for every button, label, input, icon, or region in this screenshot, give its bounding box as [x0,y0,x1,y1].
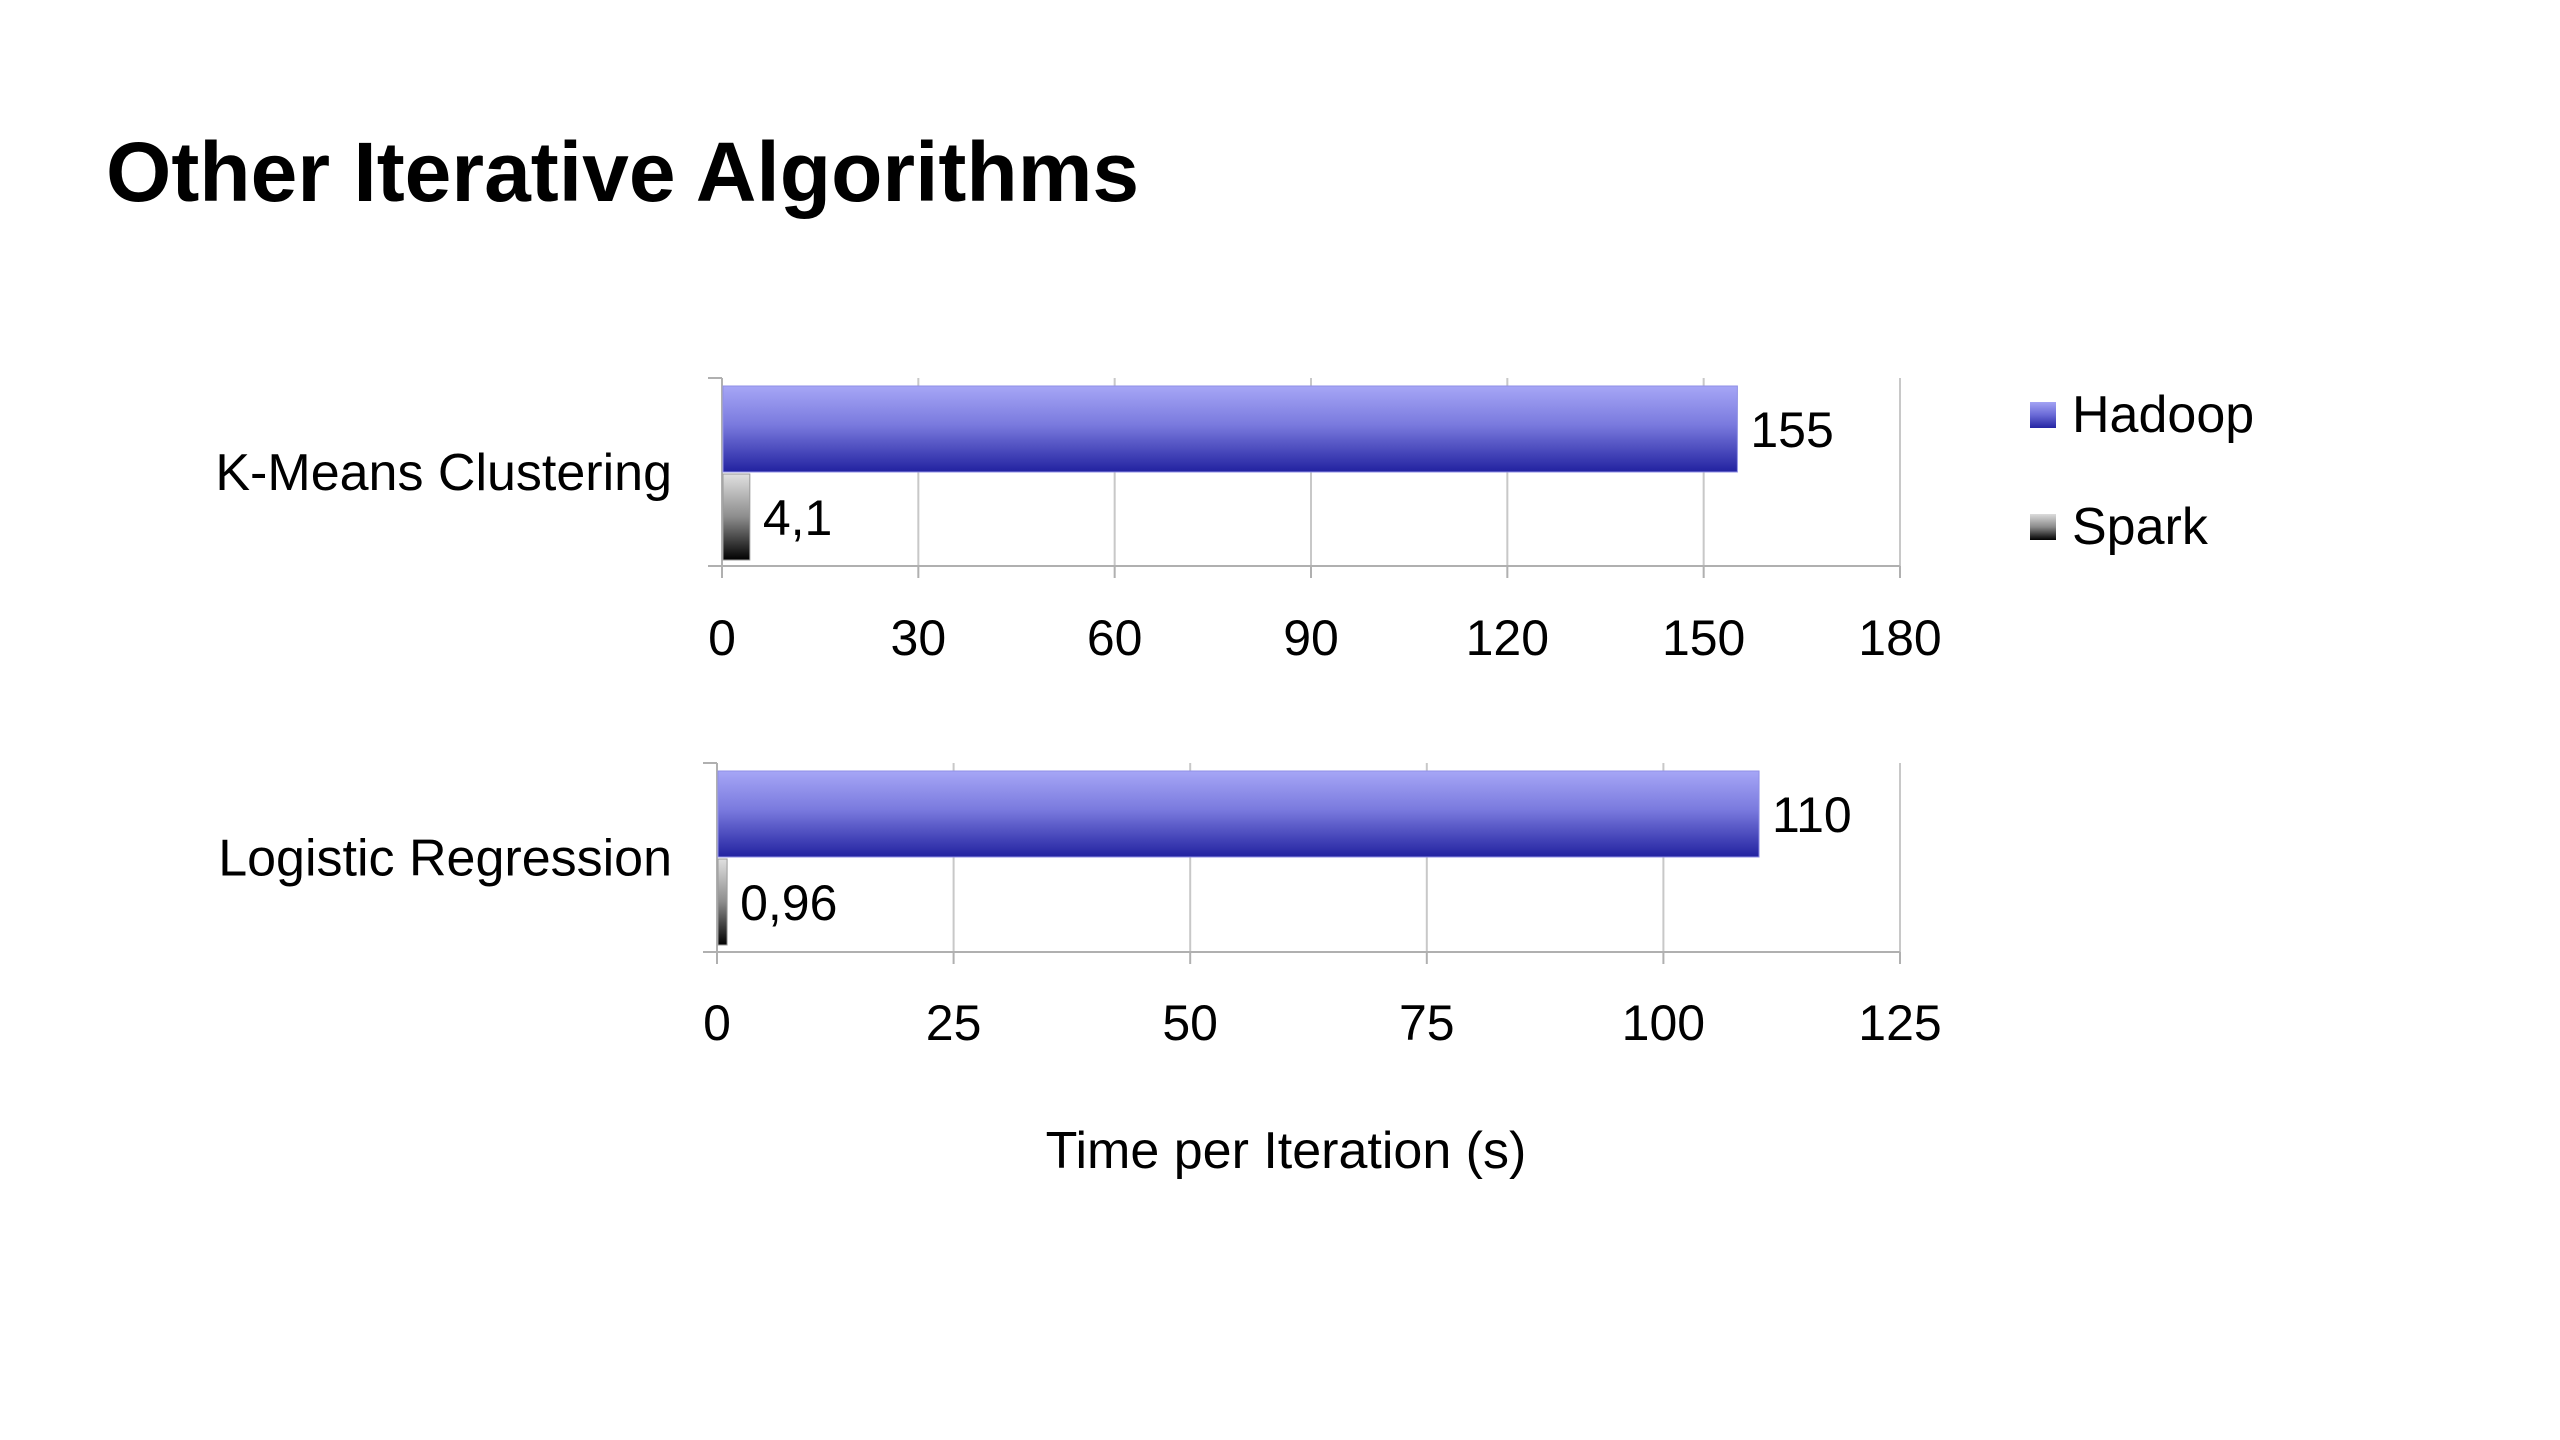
tick-label-1-0: 0 [703,995,731,1051]
tick-label-1-4: 100 [1622,995,1705,1051]
x-axis-title: Time per Iteration (s) [1046,1122,1527,1180]
bar-hadoop-0 [722,385,1738,473]
tick-label-0-2: 60 [1087,610,1143,666]
legend-label-hadoop: Hadoop [2072,386,2255,444]
tick-label-1-5: 125 [1858,995,1941,1051]
legend-swatch-hadoop [2030,402,2056,428]
legend-item-hadoop: Hadoop [2030,385,2254,445]
tick-label-0-0: 0 [708,610,736,666]
slide-title: Other Iterative Algorithms [106,125,1140,219]
tick-label-0-6: 180 [1858,610,1941,666]
tick-label-0-4: 120 [1466,610,1549,666]
data-label-hadoop-1: 110 [1772,787,1852,843]
category-label-0: K-Means Clustering [215,444,672,502]
legend-item-spark: Spark [2030,497,2254,557]
tick-label-0-1: 30 [891,610,947,666]
bar-hadoop-1 [717,770,1760,858]
legend-swatch-spark [2030,514,2056,540]
bar-spark-1 [717,858,728,946]
tick-label-1-2: 50 [1162,995,1218,1051]
legend-label-spark: Spark [2072,498,2208,556]
data-label-spark-0: 4,1 [763,490,833,546]
bar-spark-0 [722,473,751,561]
tick-label-0-5: 150 [1662,610,1745,666]
tick-label-1-1: 25 [926,995,982,1051]
category-label-1: Logistic Regression [218,830,672,888]
tick-label-1-3: 75 [1399,995,1455,1051]
tick-label-0-3: 90 [1283,610,1339,666]
chart-legend: Hadoop Spark [2030,385,2254,609]
data-label-spark-1: 0,96 [740,875,837,931]
data-label-hadoop-0: 155 [1750,402,1833,458]
